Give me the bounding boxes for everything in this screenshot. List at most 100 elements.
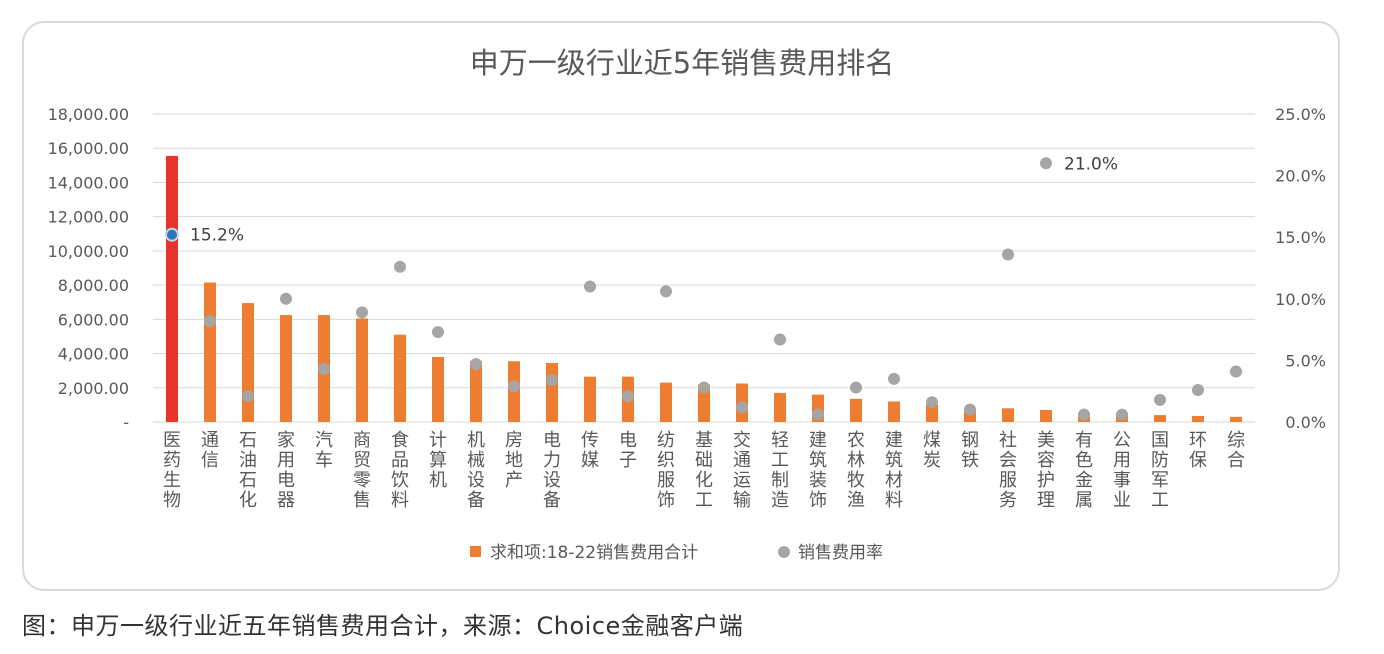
x-tick-label: 社会服务 [999,430,1017,511]
data-point [165,227,179,242]
x-tick-label: 建筑材料 [885,430,903,511]
bar [280,315,292,422]
x-tick-label: 煤炭 [923,430,941,471]
bar [432,356,444,422]
bar [1040,410,1052,422]
data-point [280,292,292,305]
x-tick-label: 农林牧渔 [847,430,865,511]
x-tick-label: 纺织服饰 [657,430,675,511]
bar [242,303,254,422]
bar [774,392,786,422]
data-point [1040,157,1052,170]
data-point [394,260,406,273]
data-point [546,374,558,387]
gridlines [153,113,1255,423]
legend: 求和项:18-22销售费用合计 销售费用率 [470,543,883,563]
y2-tick-label: 5.0% [1285,351,1326,370]
bar [1192,416,1204,422]
x-tick-label: 食品饮料 [391,430,409,511]
data-point [584,280,596,293]
x-axis-labels: 医药生物 通信 石油石化 家用电器 汽车 商贸零售 食品饮料 计算机 机械设备 房地产 电力设备 传媒… [163,430,1245,511]
data-point [964,403,976,416]
bar [546,362,558,422]
data-point [1192,383,1204,396]
x-tick-label: 国防军工 [1151,430,1169,511]
legend-swatch-bar [470,546,481,557]
y2-tick-label: 10.0% [1275,290,1326,309]
y-tick-label: 4,000.00 [58,345,129,364]
y-tick-label: - [123,413,129,432]
bar [356,318,368,422]
data-point [1078,408,1090,421]
data-point [432,326,444,339]
bar [470,361,482,422]
y-tick-label: 16,000.00 [48,139,129,158]
x-tick-label: 通信 [201,430,219,471]
data-point [1116,408,1128,421]
x-tick-label: 电力设备 [543,430,561,511]
data-point [850,381,862,394]
bar [1230,416,1242,422]
data-point [318,363,330,376]
x-tick-label: 综合 [1227,430,1245,471]
data-point [508,380,520,393]
data-point [356,306,368,319]
chart: 申万一级行业近5年销售费用排名 - 2,000.00 4,000.00 6,000.0… [48,46,1326,563]
chart-title: 申万一级行业近5年销售费用排名 [470,46,894,80]
bar [1154,415,1166,422]
data-point [204,314,216,327]
x-tick-label: 有色金属 [1075,430,1093,511]
data-labels: 15.2% 21.0% [190,154,1118,245]
x-tick-label: 基础化工 [695,430,713,511]
y-tick-label: 18,000.00 [48,105,129,124]
x-tick-label: 家用电器 [277,430,295,511]
bar [204,282,216,422]
y2-tick-label: 20.0% [1275,167,1326,186]
bar [698,384,710,422]
y2-tick-label: 0.0% [1285,413,1326,432]
data-point [1230,365,1242,378]
x-tick-label: 美容护理 [1037,430,1055,511]
bar [584,376,596,422]
bar [166,155,178,422]
y-tick-label: 10,000.00 [48,242,129,261]
bar [660,382,672,422]
x-tick-label: 钢铁 [961,430,979,471]
bar [926,404,938,422]
y-axis-left: - 2,000.00 4,000.00 6,000.00 8,000.00 10,000.… [48,105,129,432]
dot-series [165,157,1242,421]
x-tick-label: 机械设备 [467,430,485,511]
legend-label-dot: 销售费用率 [798,543,883,563]
x-tick-label: 交通运输 [733,430,751,511]
bar [850,398,862,422]
data-point [888,372,900,385]
data-point [774,333,786,346]
x-tick-label: 石油石化 [239,430,257,511]
figure-caption: 图：申万一级行业近五年销售费用合计，来源：Choice金融客户端 [22,612,744,640]
x-tick-label: 公用事业 [1113,430,1131,511]
x-tick-label: 计算机 [429,430,447,491]
data-point [1002,248,1014,261]
data-label: 21.0% [1064,154,1118,174]
data-point [660,285,672,298]
data-label: 15.2% [190,226,244,246]
bar [394,334,406,422]
x-tick-label: 传媒 [581,430,599,471]
data-point [812,408,824,421]
y2-tick-label: 25.0% [1275,105,1326,124]
data-point [622,390,634,403]
x-tick-label: 汽车 [315,430,333,471]
data-point [926,396,938,409]
x-tick-label: 建筑装饰 [809,430,827,511]
y-tick-label: 2,000.00 [58,379,129,398]
legend-swatch-dot [778,546,790,558]
bar [888,401,900,422]
x-tick-label: 电子 [619,430,637,471]
bar [1002,408,1014,422]
data-point [736,401,748,414]
chart-card [22,21,1340,591]
y2-tick-label: 15.0% [1275,228,1326,247]
y-tick-label: 14,000.00 [48,173,129,192]
y-axis-right: 0.0% 5.0% 10.0% 15.0% 20.0% 25.0% [1275,105,1326,432]
legend-label-bar: 求和项:18-22销售费用合计 [490,543,698,563]
